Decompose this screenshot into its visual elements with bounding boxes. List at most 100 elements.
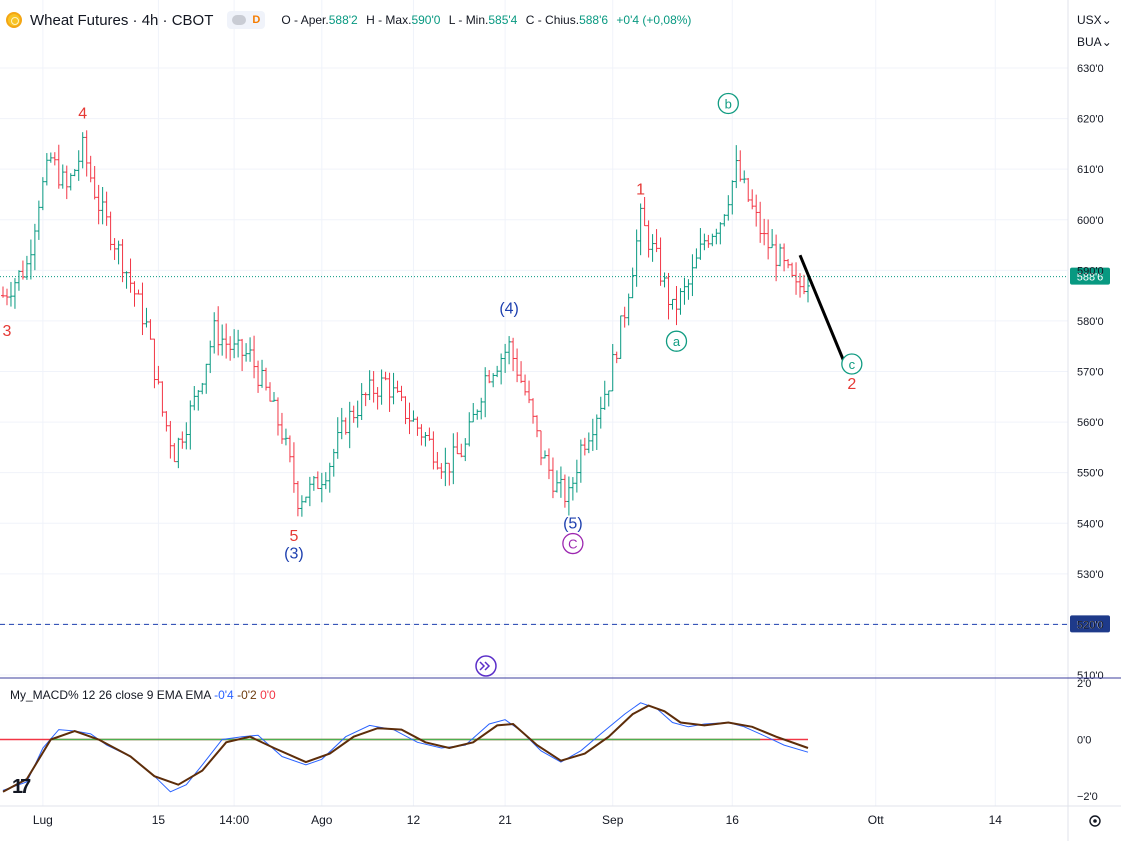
price-bar (435, 452, 440, 470)
price-bar (176, 437, 181, 469)
price-bar (256, 360, 261, 393)
price-bar (212, 312, 217, 354)
wave-label: 3 (3, 323, 12, 340)
price-bar (140, 282, 145, 336)
low-label: L (448, 13, 456, 27)
price-bar (654, 229, 659, 253)
settings-gear-icon (1089, 815, 1101, 827)
price-bar (503, 343, 508, 373)
time-tick-label: 16 (726, 813, 740, 827)
price-bar (690, 254, 695, 297)
wave-label: b (725, 96, 732, 111)
price-bar (794, 262, 799, 295)
price-bar (515, 348, 520, 383)
macd-pane (0, 702, 809, 793)
open-prefix: Aper. (300, 13, 329, 27)
price-bar (554, 470, 559, 493)
price-tick-label: 570'0 (1077, 367, 1104, 379)
price-bar (24, 255, 29, 280)
wave-label-circle (841, 353, 863, 375)
unit-dropdown[interactable]: BUA ⌄ (1073, 31, 1115, 53)
price-bar (686, 279, 691, 300)
grid-lines (0, 0, 1068, 806)
time-tick-label: Ago (311, 813, 333, 827)
price-bar (363, 392, 368, 407)
wave-label: a (673, 334, 681, 349)
currency-selector[interactable]: USX ⌄ BUA ⌄ (1073, 9, 1115, 53)
open-value: 588'2 (328, 13, 358, 27)
price-bar (367, 370, 372, 401)
price-bar (439, 463, 444, 479)
price-bar (650, 234, 655, 262)
price-bar (36, 200, 41, 240)
price-bar (216, 306, 221, 356)
price-bar (387, 372, 392, 412)
price-bar (136, 289, 141, 295)
price-bar (264, 367, 269, 391)
tradingview-logo[interactable]: 17 (12, 776, 31, 798)
price-bar (88, 155, 93, 183)
price-bar (538, 430, 543, 466)
price-bar (375, 387, 380, 410)
price-bar (248, 337, 253, 362)
price-bar (299, 495, 304, 517)
price-bar (750, 189, 755, 210)
market-status-pill[interactable]: D (227, 11, 266, 29)
price-bar (694, 248, 699, 269)
price-bar (758, 201, 763, 243)
symbol-title[interactable]: Wheat Futures · 4h · CBOT (30, 11, 214, 29)
price-bar (315, 471, 320, 490)
price-tick-label: 590'0 (1077, 265, 1104, 277)
price-bar (48, 152, 53, 163)
chevron-down-icon: ⌄ (1101, 35, 1112, 49)
price-bar (268, 382, 273, 402)
price-bar (12, 278, 17, 309)
replay-icon (475, 655, 497, 677)
price-bar (323, 472, 328, 490)
histogram-value: 0'0 (260, 688, 276, 702)
time-tick-label: 12 (407, 813, 421, 827)
time-tick-label: 21 (498, 813, 512, 827)
wave-label: (4) (499, 300, 519, 317)
price-bar (56, 144, 61, 189)
price-bar (208, 340, 213, 374)
price-bar (702, 233, 707, 251)
price-bar (228, 336, 233, 361)
price-bar (618, 315, 623, 359)
price-bar (295, 480, 300, 517)
price-tick-label: 610'0 (1077, 164, 1104, 176)
price-bar (156, 365, 161, 385)
price-bar (782, 243, 787, 272)
price-bar (459, 443, 464, 458)
price-bar (92, 165, 97, 200)
price-bar (658, 237, 663, 286)
price-bar (463, 438, 468, 462)
price-bar (542, 450, 547, 459)
price-bar (734, 145, 739, 189)
price-bar (116, 240, 121, 265)
price-bar (132, 281, 137, 307)
price-bar (495, 365, 500, 378)
currency-unit-dropdown[interactable]: USX ⌄ (1073, 9, 1115, 31)
price-bar (327, 462, 332, 493)
low-prefix: Min. (465, 13, 489, 27)
price-bar (100, 187, 105, 225)
wave-label-circle (717, 92, 739, 115)
time-tick-label: Ott (868, 813, 885, 827)
close-value: 588'6 (579, 13, 609, 27)
price-bar (562, 474, 567, 508)
price-bar (291, 442, 296, 493)
wave-label: 5 (289, 528, 298, 545)
price-bar (232, 329, 237, 359)
price-bar (471, 403, 476, 423)
price-bar (120, 239, 125, 283)
price-bar (550, 457, 555, 499)
macd-legend[interactable]: My_MACD% 12 26 close 9 EMA EMA -0'4 -0'2… (10, 688, 276, 702)
price-bar (271, 392, 276, 402)
price-bar (1, 286, 5, 298)
price-bar (670, 298, 675, 310)
wave-label: (3) (284, 546, 304, 563)
price-bar (339, 407, 344, 440)
price-bar (391, 372, 396, 405)
